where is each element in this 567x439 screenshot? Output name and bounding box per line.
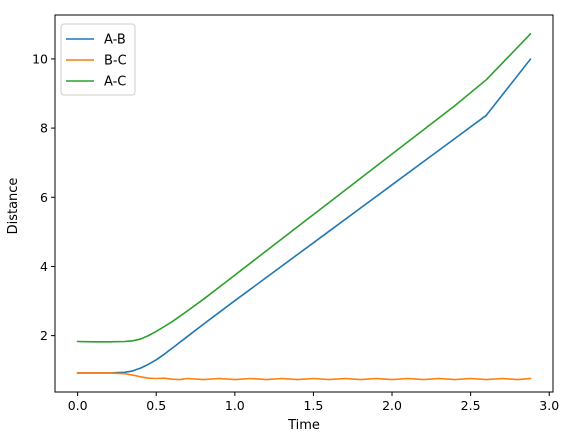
series-line-b-c — [76, 372, 532, 381]
x-axis: 0.0 0.5 1.0 1.5 2.0 2.5 3.0 — [68, 392, 559, 413]
series-line-a-c — [76, 32, 532, 343]
plot-area — [55, 15, 553, 392]
legend-label-a-b: A-B — [104, 33, 126, 48]
x-axis-label: Time — [287, 418, 320, 433]
x-tick-label: 2.5 — [461, 398, 481, 413]
legend-label-a-c: A-C — [104, 75, 126, 90]
y-tick-label: 6 — [40, 190, 48, 205]
x-tick-label: 0.5 — [146, 398, 166, 413]
x-tick-label: 2.0 — [382, 398, 402, 413]
y-axis: 2 4 6 8 10 — [32, 51, 55, 343]
legend: A-B B-C A-C — [60, 23, 136, 96]
y-tick-label: 2 — [40, 328, 48, 343]
x-tick-label: 3.0 — [539, 398, 559, 413]
y-tick-label: 8 — [40, 121, 48, 136]
legend-box — [60, 23, 136, 96]
series-line-a-b — [76, 58, 532, 374]
x-tick-label: 1.5 — [303, 398, 323, 413]
y-axis-label: Distance — [6, 178, 21, 235]
y-tick-label: 4 — [40, 259, 48, 274]
legend-label-b-c: B-C — [104, 54, 127, 69]
plot-frame — [54, 14, 554, 393]
x-tick-label: 0.0 — [68, 398, 88, 413]
x-tick-label: 1.0 — [225, 398, 245, 413]
y-tick-label: 10 — [32, 51, 48, 66]
series-layer — [76, 32, 532, 381]
